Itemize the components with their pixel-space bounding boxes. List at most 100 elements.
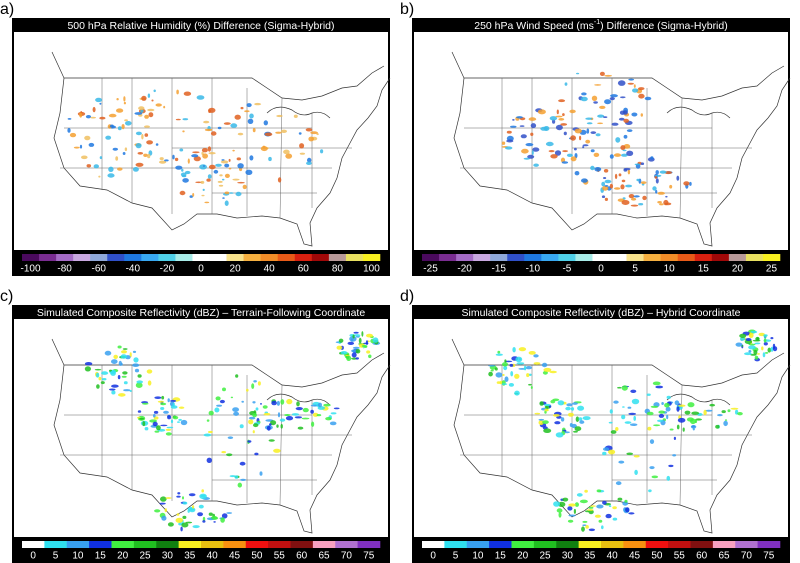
colorbar-swatch <box>601 541 624 548</box>
field-blob <box>277 412 281 418</box>
colorbar-swatch <box>660 254 679 261</box>
field-blob <box>117 126 122 131</box>
field-blob <box>252 413 257 418</box>
field-blob <box>555 432 564 438</box>
field-blob <box>735 342 743 347</box>
field-blob <box>631 112 638 117</box>
field-blob <box>750 330 758 334</box>
field-blob <box>330 412 337 415</box>
field-blob <box>311 421 315 427</box>
field-blob <box>533 354 539 358</box>
field-blob <box>187 158 190 164</box>
field-blob <box>135 143 142 149</box>
colorbar-tick-label: 75 <box>363 551 375 562</box>
field-blob <box>280 399 285 405</box>
field-blob <box>220 517 225 523</box>
field-blob <box>135 382 143 388</box>
colorbar-swatch <box>728 254 747 261</box>
field-blob <box>132 350 137 353</box>
title-part: Simulated Composite Reflectivity (dBZ) –… <box>462 307 741 319</box>
colorbar-tick-label: 35 <box>584 551 596 562</box>
field-blob <box>147 153 151 159</box>
field-blob <box>549 116 558 121</box>
field-blob <box>206 419 210 422</box>
colorbar-swatch <box>511 541 535 548</box>
colorbar-swatch <box>90 254 108 261</box>
field-blob <box>538 420 544 426</box>
field-blob <box>676 424 680 430</box>
field-blob <box>182 515 187 519</box>
field-blob <box>534 412 541 415</box>
colorbar-tick-label: 20 <box>230 264 242 275</box>
colorbar-swatch <box>626 254 644 261</box>
field-blob <box>566 403 573 407</box>
colorbar-swatch <box>56 254 74 261</box>
field-blob <box>602 451 607 456</box>
field-blob <box>192 525 200 529</box>
field-blob <box>247 118 254 125</box>
field-blob <box>763 334 768 337</box>
field-blob <box>601 525 604 530</box>
colorbar-swatch <box>311 254 330 261</box>
field-blob <box>165 432 172 436</box>
field-blob <box>263 120 268 126</box>
colorbar-swatch <box>245 541 269 548</box>
field-blob <box>109 388 116 391</box>
panel-label: b) <box>400 1 414 18</box>
field-blob <box>599 105 606 109</box>
field-blob <box>596 504 604 509</box>
field-blob <box>528 373 532 376</box>
field-blob <box>621 153 628 157</box>
field-blob <box>121 124 125 130</box>
field-blob <box>295 407 303 411</box>
field-blob <box>623 168 628 172</box>
field-blob <box>244 110 250 113</box>
field-blob <box>276 400 280 406</box>
field-blob <box>640 181 647 185</box>
panel-label: c) <box>0 288 13 305</box>
field-blob <box>562 497 569 502</box>
field-blob <box>193 156 201 162</box>
colorbar-swatch <box>524 254 542 261</box>
colorbar-tick-label: 25 <box>766 264 778 275</box>
field-blob <box>560 123 568 126</box>
colorbar-swatch <box>243 254 261 261</box>
field-blob <box>172 415 179 420</box>
panel: Simulated Composite Reflectivity (dBZ) –… <box>12 305 391 563</box>
colorbar-tick-label: 60 <box>298 264 310 275</box>
field-blob <box>772 346 778 352</box>
colorbar-swatch <box>209 254 227 261</box>
field-blob <box>650 156 654 160</box>
field-blob <box>117 345 122 349</box>
colorbar-swatch <box>89 541 112 548</box>
field-blob <box>618 460 625 464</box>
field-blob <box>661 402 664 405</box>
field-blob <box>640 113 643 117</box>
field-blob <box>88 142 95 147</box>
field-blob <box>153 410 159 414</box>
field-blob <box>269 423 272 426</box>
map-area <box>414 32 788 250</box>
field-blob <box>630 204 639 207</box>
field-blob <box>615 427 619 431</box>
field-blob <box>248 416 256 420</box>
field-blob <box>530 132 534 136</box>
colorbar-swatch <box>178 541 202 548</box>
colorbar-tick-label: 20 <box>517 551 529 562</box>
field-blob <box>195 181 203 184</box>
colorbar-swatch <box>223 541 247 548</box>
field-blob <box>291 413 300 416</box>
colorbar-swatch <box>456 254 474 261</box>
field-blob <box>578 417 583 421</box>
field-blob <box>123 381 128 385</box>
field-blob <box>172 402 175 408</box>
field-blob <box>316 414 322 417</box>
field-blob <box>520 134 527 139</box>
field-blob <box>92 106 96 113</box>
field-blob <box>538 418 545 421</box>
field-blob <box>286 398 293 405</box>
field-blob <box>270 420 277 426</box>
field-blob <box>237 181 245 184</box>
field-blob <box>575 416 580 422</box>
field-blob <box>170 405 178 409</box>
